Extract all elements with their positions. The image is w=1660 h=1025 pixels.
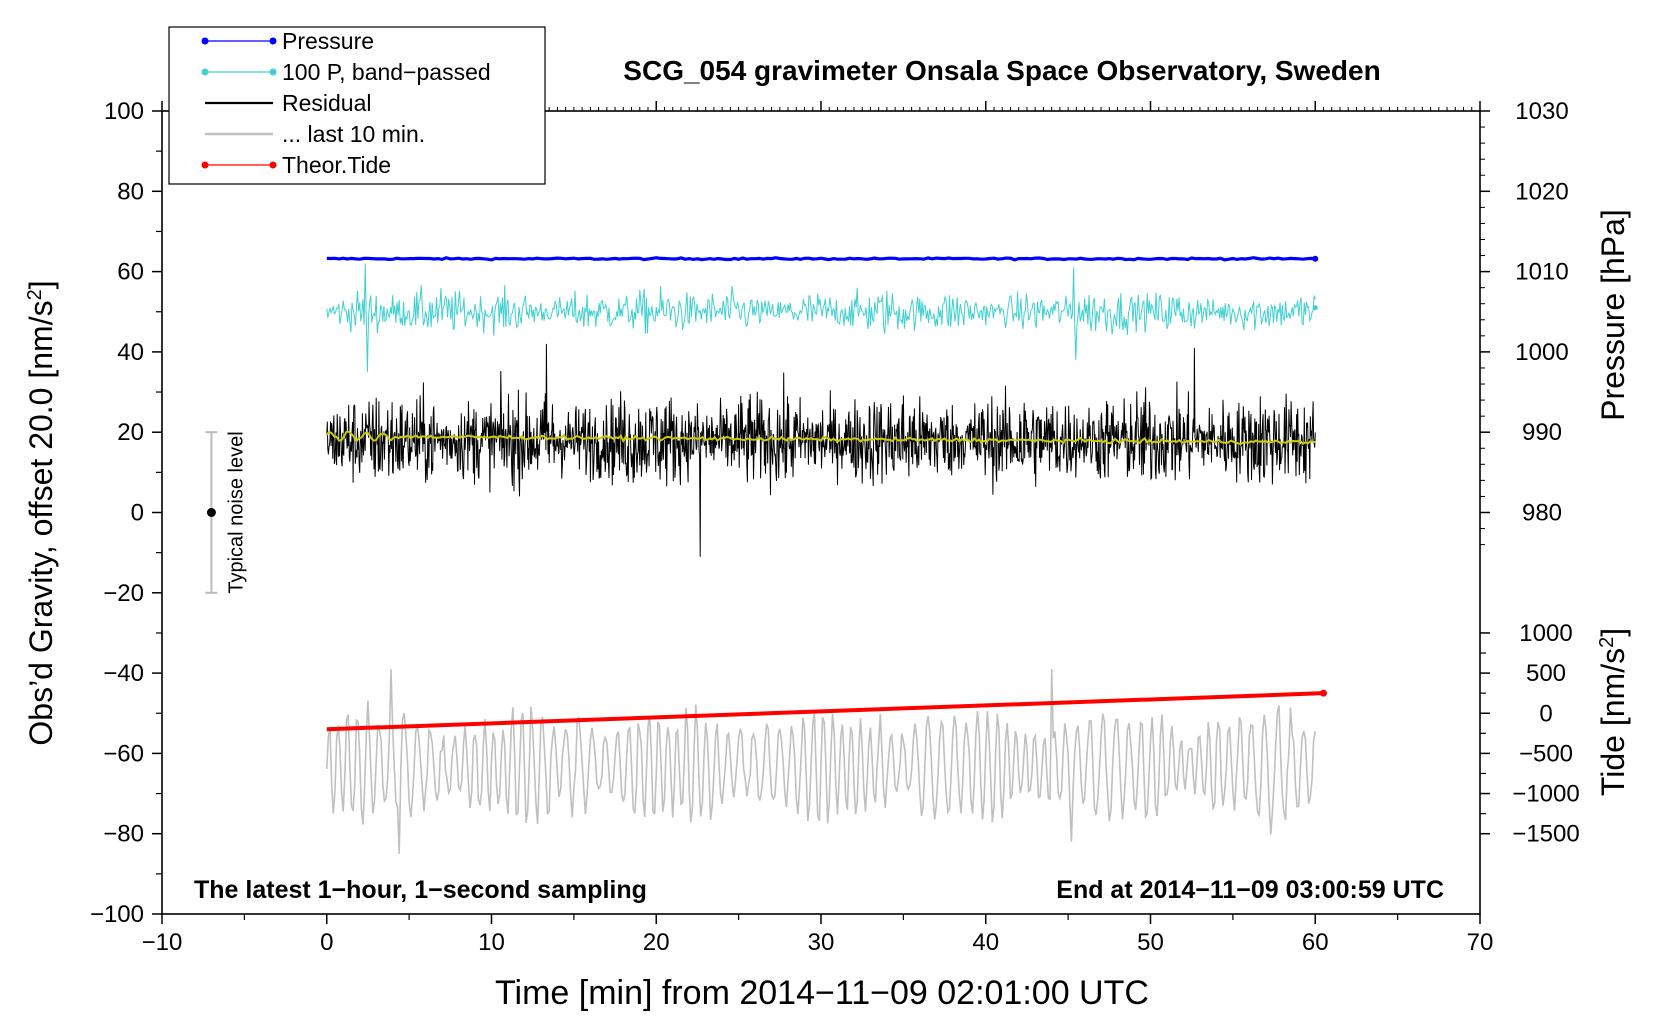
y-tick-label: −80 xyxy=(103,821,144,848)
y-tick-label: 80 xyxy=(117,178,144,205)
annotation-end-time: End at 2014−11−09 03:00:59 UTC xyxy=(1056,876,1444,904)
y-axis-label-pressure: Pressure [hPa] xyxy=(1595,209,1631,421)
residual-smoothed-line xyxy=(326,430,1316,445)
tide-series-end-marker xyxy=(1319,689,1327,697)
y-tick-label: 0 xyxy=(131,500,144,527)
chart-title: SCG_054 gravimeter Onsala Space Observat… xyxy=(623,55,1380,86)
x-tick-label: 0 xyxy=(320,929,333,956)
x-tick-label: −10 xyxy=(142,929,183,956)
noise-bar-center-marker xyxy=(206,508,216,517)
y-axis-label-tide-close: ] xyxy=(1595,628,1631,637)
legend-entry-label: Pressure xyxy=(282,28,374,54)
y-axis-label-tide: Tide [nm/s2] xyxy=(1595,628,1631,796)
y-axis-label-left-close: ] xyxy=(23,280,59,289)
x-tick-label: 10 xyxy=(478,929,505,956)
legend-marker-end xyxy=(269,161,277,169)
legend-marker-start xyxy=(201,37,209,45)
bandpassed-series-end-marker xyxy=(1312,305,1318,311)
legend-entry-label: Theor.Tide xyxy=(282,152,391,178)
x-tick-label: 30 xyxy=(808,929,835,956)
legend-box xyxy=(168,26,546,185)
tide-tick-label: −1000 xyxy=(1512,781,1579,808)
tide-tick-label: 0 xyxy=(1539,700,1552,727)
tide-tick-label: −500 xyxy=(1519,740,1573,767)
tide-tick-label: −1500 xyxy=(1512,821,1579,848)
tide-series-line xyxy=(326,691,1324,732)
y-axis-label-left: Obs’d Gravity, offset 20.0 [nm/s2] xyxy=(23,280,59,745)
x-tick-label: 60 xyxy=(1302,929,1329,956)
y-tick-label: −20 xyxy=(103,580,144,607)
y-tick-label: 40 xyxy=(117,339,144,366)
legend-marker-end xyxy=(269,37,277,45)
y-tick-label: 100 xyxy=(104,98,144,125)
x-tick-label: 70 xyxy=(1467,929,1494,956)
legend-entry-label: ... last 10 min. xyxy=(282,121,425,147)
pressure-tick-label: 980 xyxy=(1522,500,1562,527)
pressure-series-line xyxy=(326,256,1316,262)
legend-entry-label: Residual xyxy=(282,90,372,116)
y-axis-label-left-sup: 2 xyxy=(24,289,46,300)
pressure-tick-label: 1010 xyxy=(1515,259,1568,286)
tide-tick-label: 500 xyxy=(1526,660,1566,687)
y-axis-label-tide-text: Tide [nm/s xyxy=(1595,648,1631,796)
tide-tick-label: 1000 xyxy=(1519,620,1572,647)
legend-marker-end xyxy=(269,68,277,76)
residual-series-line xyxy=(326,343,1316,557)
y-axis-label-left-text: Obs’d Gravity, offset 20.0 [nm/s xyxy=(23,300,59,745)
y-tick-label: −60 xyxy=(103,740,144,767)
pressure-tick-label: 1000 xyxy=(1515,339,1568,366)
bandpassed-series-line xyxy=(326,263,1316,373)
y-tick-label: 20 xyxy=(117,419,144,446)
legend-marker-start xyxy=(201,68,209,76)
x-tick-label: 50 xyxy=(1137,929,1164,956)
y-tick-label: 60 xyxy=(117,259,144,286)
pressure-tick-label: 1030 xyxy=(1515,98,1568,125)
annotation-sampling: The latest 1−hour, 1−second sampling xyxy=(194,876,647,904)
pressure-tick-label: 990 xyxy=(1522,419,1562,446)
y-tick-label: −40 xyxy=(103,660,144,687)
x-axis-label: Time [min] from 2014−11−09 02:01:00 UTC xyxy=(495,974,1149,1012)
pressure-tick-label: 1020 xyxy=(1515,178,1568,205)
legend-marker-start xyxy=(201,161,209,169)
noise-level-label: Typical noise level xyxy=(225,431,247,593)
y-axis-label-tide-sup: 2 xyxy=(1596,637,1618,648)
last10min-series-line xyxy=(326,669,1317,854)
y-tick-label: −100 xyxy=(90,901,144,928)
legend-entry-label: 100 P, band−passed xyxy=(282,59,491,85)
pressure-series-end-marker xyxy=(1312,255,1319,262)
x-tick-label: 40 xyxy=(972,929,999,956)
x-tick-label: 20 xyxy=(643,929,670,956)
